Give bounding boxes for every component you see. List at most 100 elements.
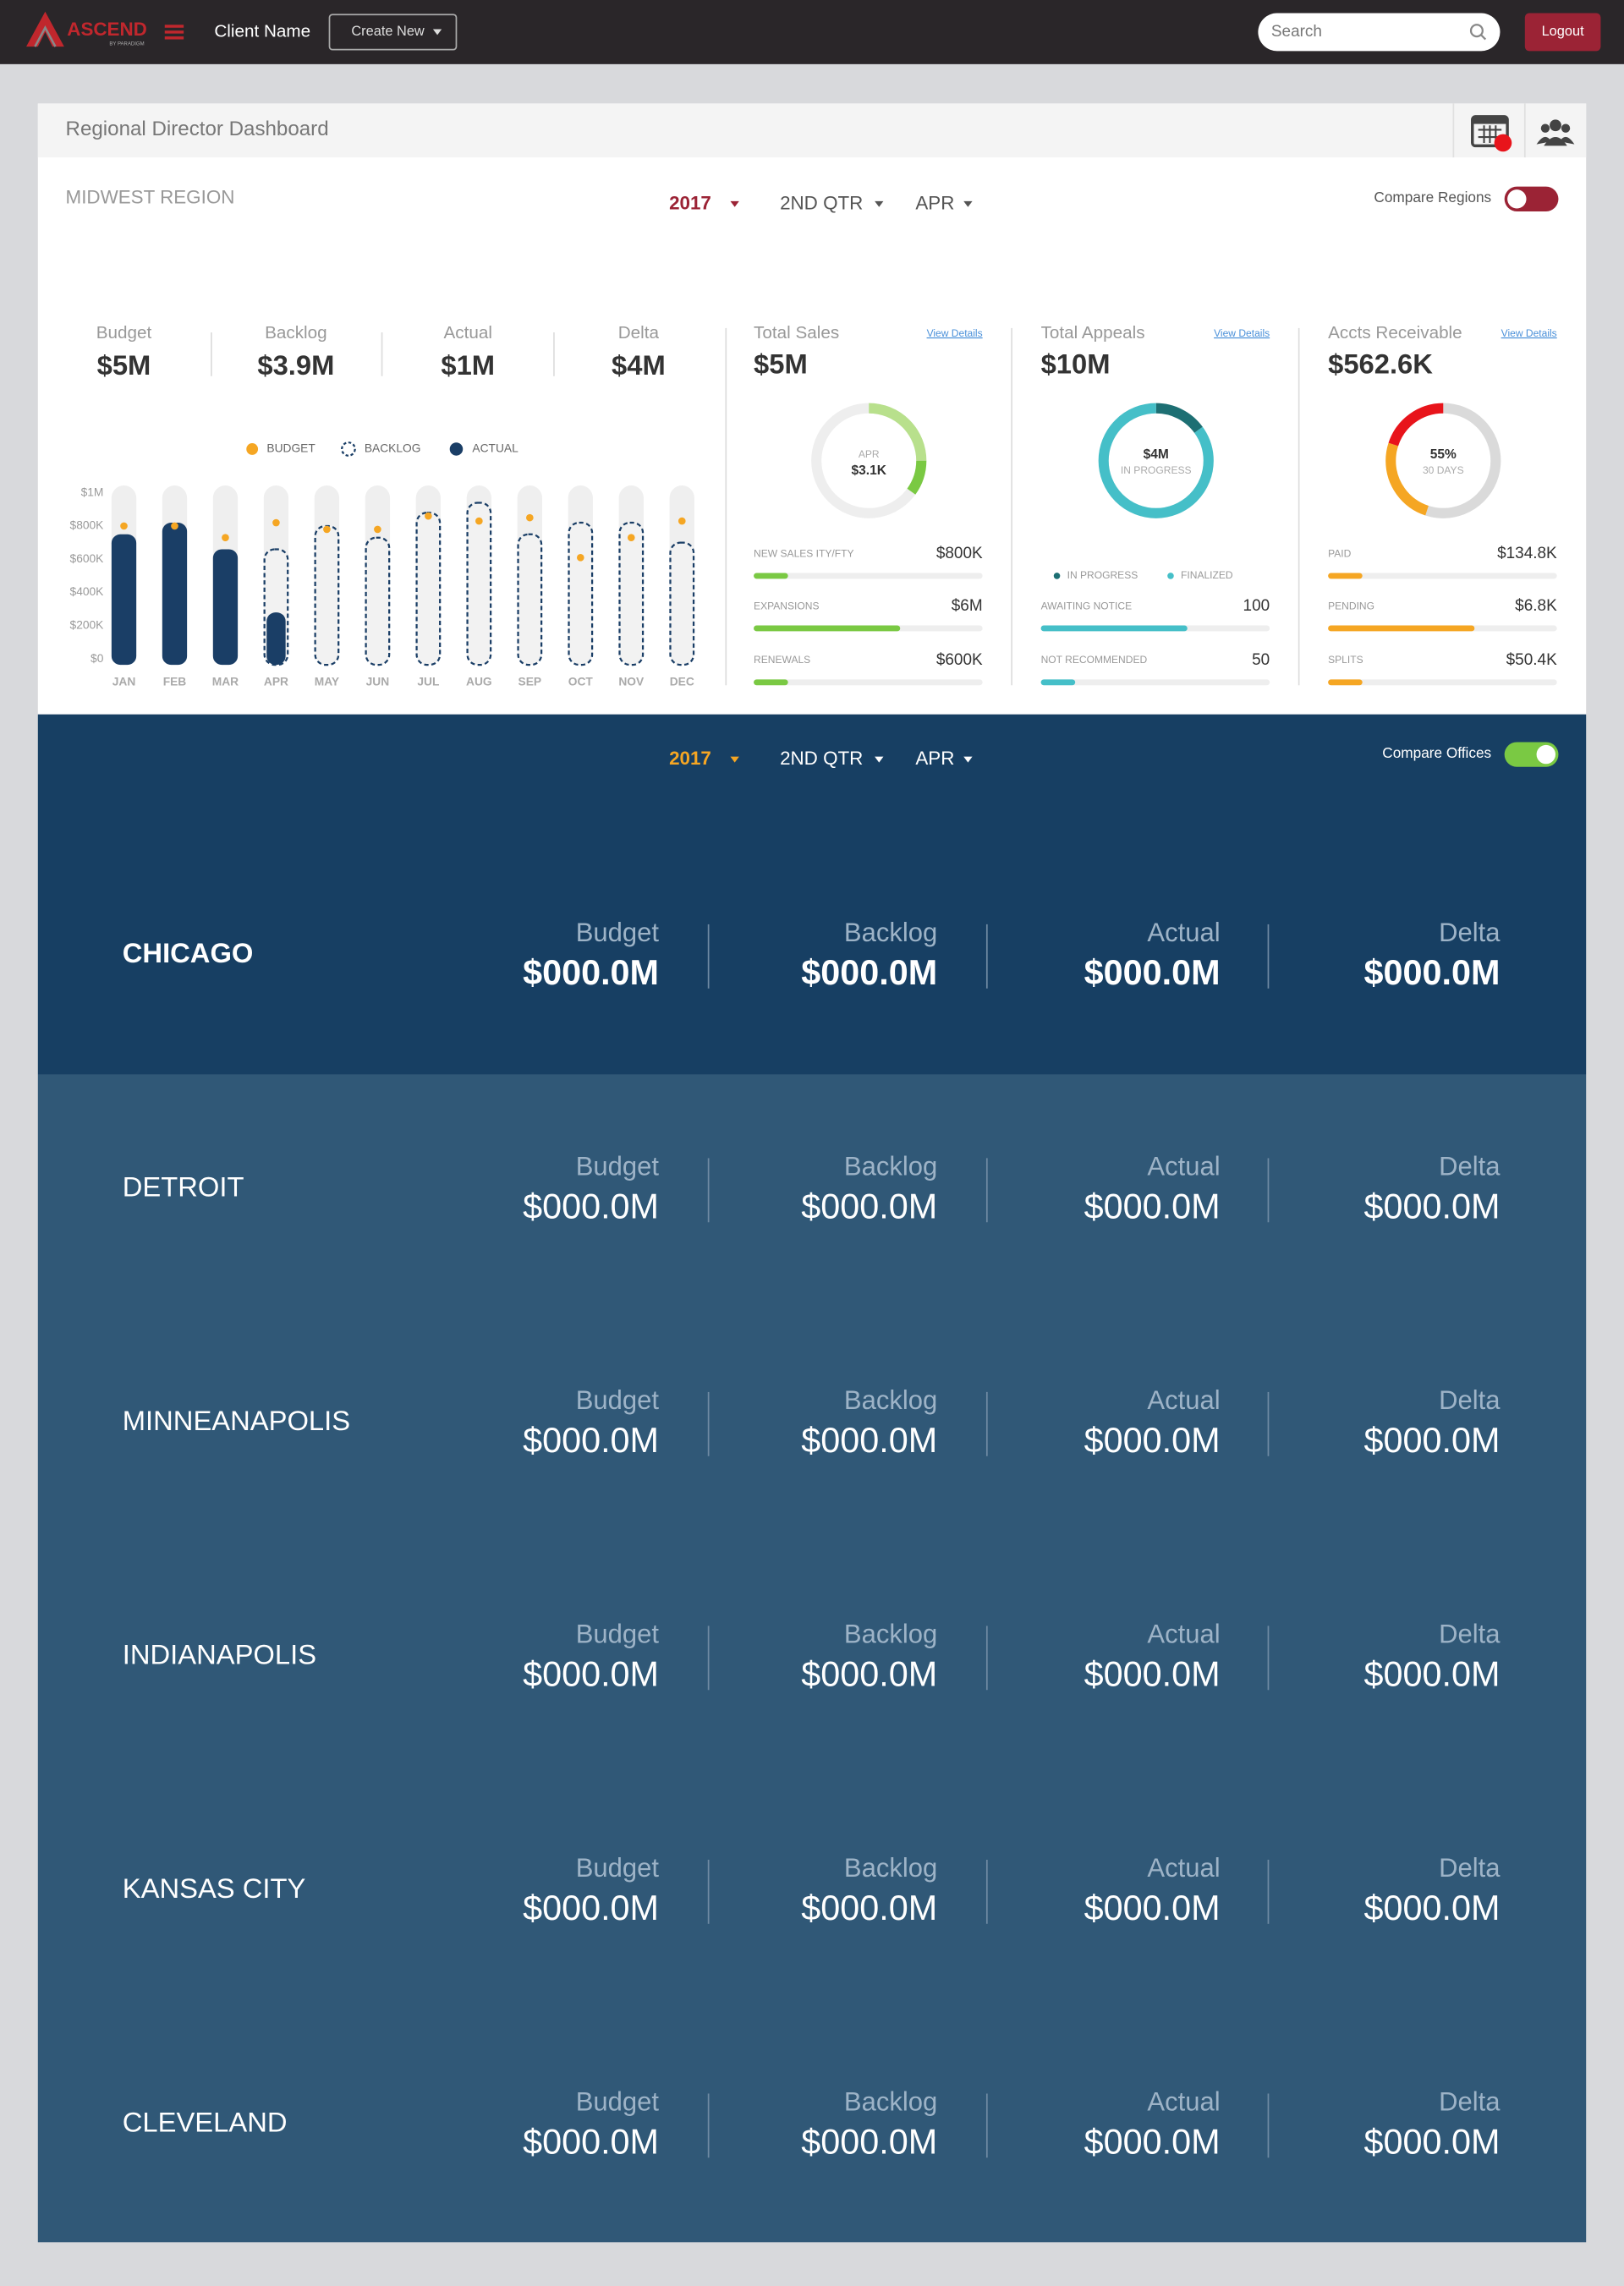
x-tick-label: FEB	[163, 675, 187, 688]
row-label: SPLITS	[1328, 654, 1363, 666]
y-tick-label: $800K	[70, 519, 105, 532]
legend-marker	[1053, 573, 1061, 579]
row-value: $800K	[936, 545, 983, 562]
donut-segment	[811, 403, 927, 518]
backlog-bar	[466, 502, 492, 666]
panel-header	[37, 103, 1587, 158]
budget-dot	[576, 553, 584, 562]
backlog-bar	[568, 521, 594, 666]
filter[interactable]: 2ND QTR	[780, 192, 863, 213]
compare-label: Compare Regions	[1374, 189, 1491, 206]
row-value: $600K	[936, 651, 983, 669]
row-label: PENDING	[1328, 600, 1374, 611]
row-label: NOT RECOMMENDED	[1041, 654, 1148, 666]
dropdown-arrow	[875, 200, 884, 207]
compare-offices-toggle[interactable]	[1504, 742, 1559, 767]
x-tick-label: NOV	[618, 675, 645, 688]
create-button[interactable]	[328, 14, 458, 51]
x-tick-label: AUG	[466, 675, 492, 688]
progress-track	[1040, 679, 1270, 686]
office-name[interactable]: KANSAS CITY	[123, 1872, 306, 1904]
metric-value: $000.0M	[523, 1187, 659, 1226]
office-name[interactable]: CLEVELAND	[123, 2106, 288, 2137]
metric-label: Budget	[576, 1853, 660, 1883]
filter[interactable]: APR	[915, 192, 954, 213]
metric-label: Actual	[1147, 1853, 1220, 1883]
metric-label: Backlog	[844, 918, 937, 947]
dropdown-arrow	[432, 29, 442, 36]
logout-button[interactable]	[1524, 13, 1601, 52]
progress-fill	[754, 625, 901, 632]
filter[interactable]: 2017	[669, 748, 711, 769]
metric-label: Budget	[576, 2087, 660, 2117]
row-value: 50	[1252, 651, 1270, 669]
y-tick-label: $400K	[70, 585, 105, 598]
client-name[interactable]: Client Name	[214, 21, 310, 41]
donut-segment	[1385, 403, 1501, 518]
office-name[interactable]: CHICAGO	[123, 937, 254, 968]
metric-value: $000.0M	[801, 953, 937, 992]
filter[interactable]: 2ND QTR	[780, 748, 863, 769]
card-value: $562.6K	[1328, 348, 1433, 379]
backlog-bar	[618, 521, 645, 666]
legend-marker	[449, 442, 464, 456]
metric-value: $000.0M	[801, 2123, 937, 2162]
donut-label: $4M	[1144, 447, 1169, 462]
x-tick-label: APR	[264, 675, 288, 688]
office-name[interactable]: INDIANAPOLIS	[123, 1638, 316, 1669]
actual-bar	[212, 549, 239, 666]
progress-track	[754, 679, 983, 686]
view-details[interactable]: View Details	[1501, 327, 1557, 339]
x-tick-label: SEP	[518, 675, 542, 688]
kpi-value: $4M	[612, 349, 666, 381]
calendar-icon[interactable]	[1471, 115, 1512, 152]
metric-value: $000.0M	[1364, 1187, 1501, 1226]
metric-label: Delta	[1439, 1385, 1501, 1415]
active-office-band	[37, 714, 1587, 1075]
metric-label: Backlog	[844, 1152, 937, 1181]
metric-value: $000.0M	[1364, 1421, 1501, 1460]
compare-regions-toggle[interactable]	[1504, 186, 1559, 211]
row-label: AWAITING NOTICE	[1041, 600, 1133, 611]
row-value: $50.4K	[1506, 651, 1557, 669]
create-new[interactable]: Create New	[351, 24, 425, 39]
card-value: $10M	[1041, 348, 1111, 379]
metric-value: $000.0M	[801, 1421, 937, 1460]
metric-label: Actual	[1147, 918, 1220, 947]
legend-label: IN PROGRESS	[1067, 569, 1138, 581]
metric-value: $000.0M	[523, 953, 659, 992]
office-name[interactable]: DETROIT	[123, 1170, 244, 1202]
menu-icon[interactable]	[164, 25, 184, 40]
dropdown-arrow	[730, 200, 739, 207]
office-name[interactable]: MINNEANAPOLIS	[123, 1405, 350, 1436]
metric-label: Delta	[1439, 1620, 1501, 1649]
metric-value: $000.0M	[1084, 2123, 1221, 2162]
kpi-value: $3.9M	[257, 349, 334, 381]
metric-value: $000.0M	[523, 2123, 659, 2162]
region-panel	[37, 103, 1587, 715]
logout[interactable]: Logout	[1542, 24, 1584, 39]
filter[interactable]: APR	[915, 748, 954, 769]
search-box[interactable]	[1258, 13, 1501, 52]
budget-dot	[222, 534, 229, 542]
view-details[interactable]: View Details	[927, 327, 983, 339]
metric-label: Actual	[1147, 2087, 1220, 2117]
donut-segment	[1098, 403, 1214, 518]
logo-sub: BY PARADIGM	[109, 41, 144, 47]
metric-label: Delta	[1439, 918, 1501, 947]
legend-marker	[246, 443, 259, 455]
region-name: MIDWEST REGION	[66, 186, 235, 207]
metric-label: Backlog	[844, 1620, 937, 1649]
people-icon[interactable]	[1536, 119, 1575, 146]
filter[interactable]: 2017	[669, 192, 711, 213]
view-details[interactable]: View Details	[1214, 327, 1270, 339]
budget-dot	[171, 522, 178, 530]
metric-label: Budget	[576, 918, 660, 947]
logo: ASCEND	[67, 19, 147, 40]
progress-track	[1328, 573, 1557, 579]
metric-value: $000.0M	[1364, 1889, 1501, 1927]
donut-sublabel: 30 DAYS	[1423, 464, 1464, 476]
kpi-dividers	[211, 327, 1300, 686]
donut-sublabel: $3.1K	[852, 463, 887, 478]
legend-label: ACTUAL	[472, 442, 518, 455]
